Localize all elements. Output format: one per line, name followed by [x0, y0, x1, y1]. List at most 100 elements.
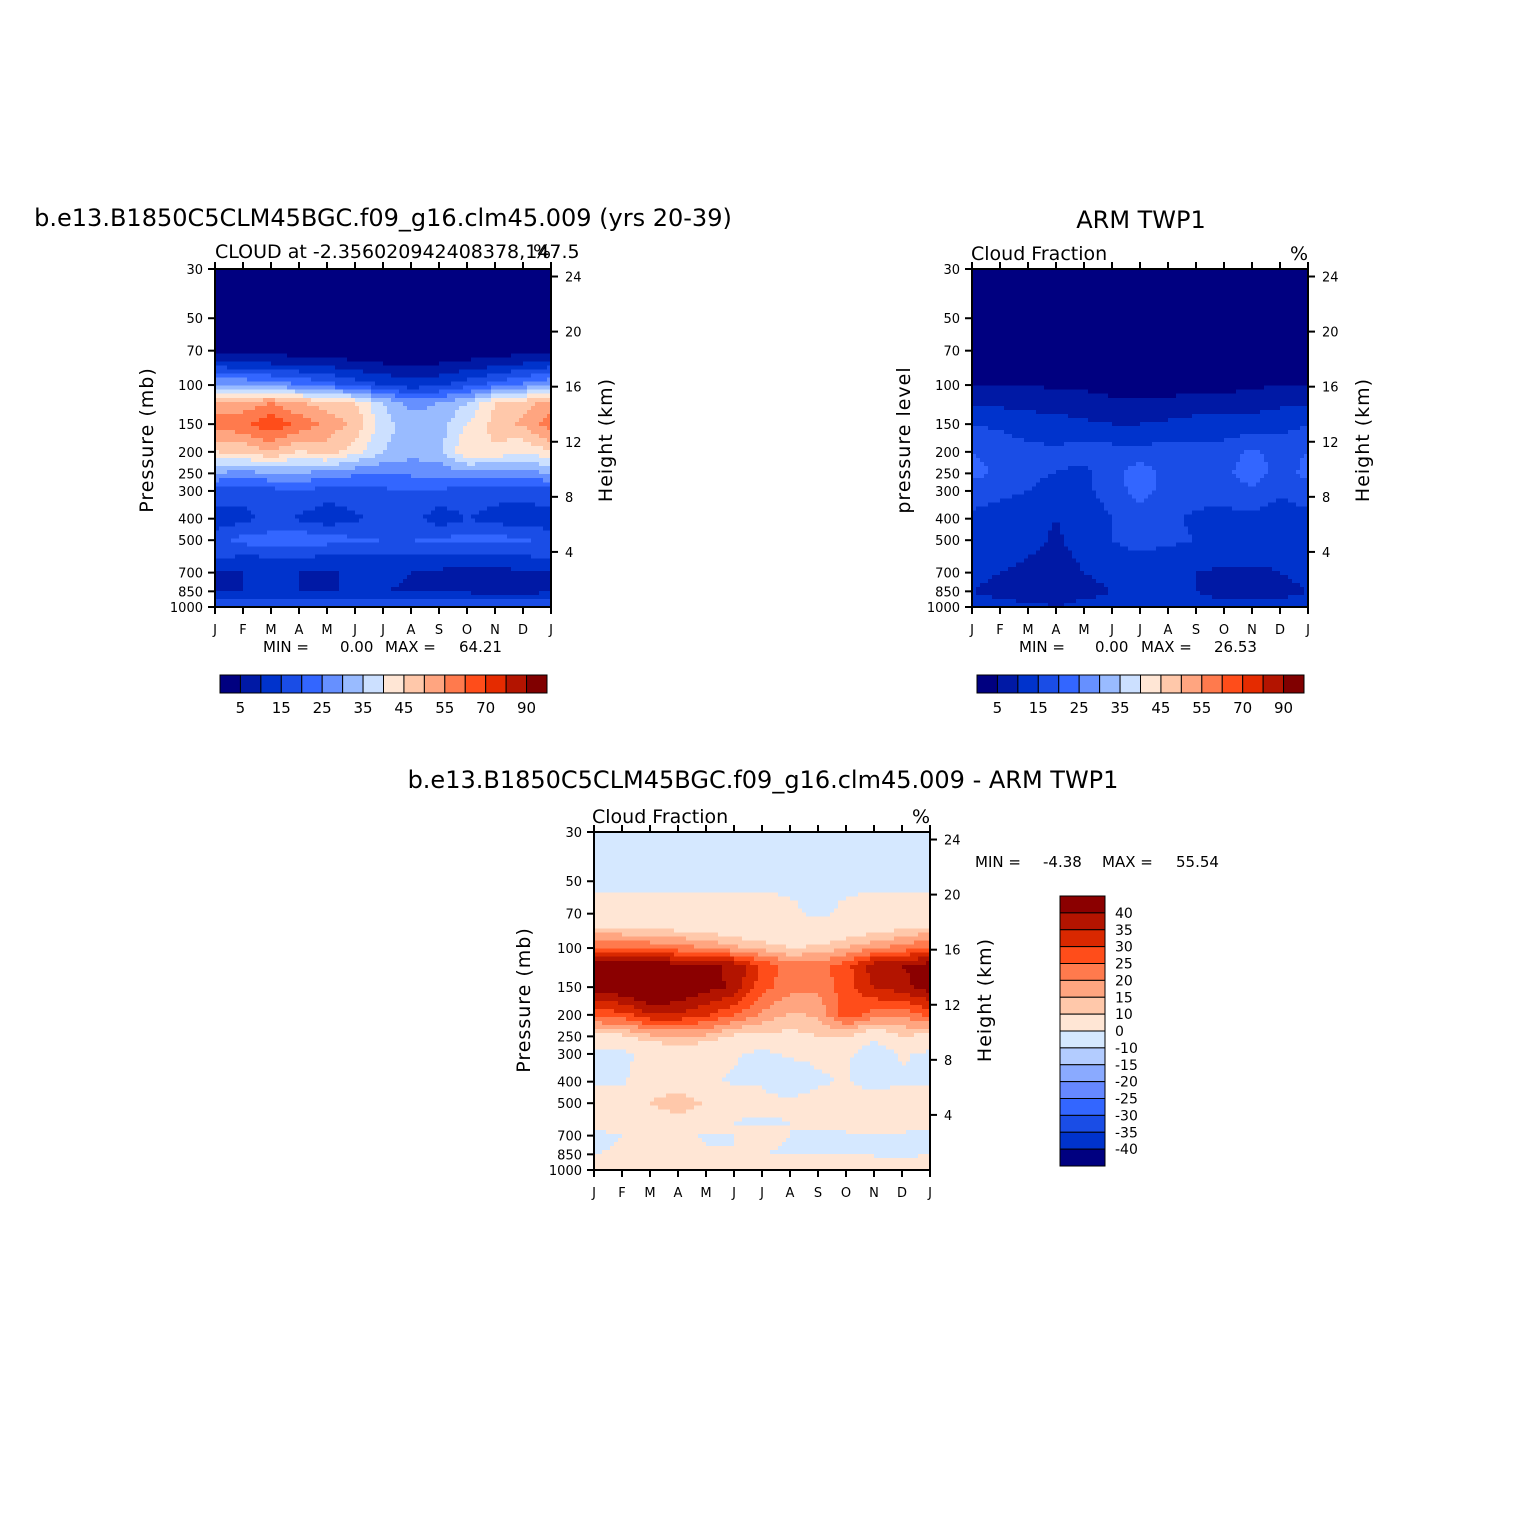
model-contour-cell: [443, 462, 448, 467]
model-contour-cell: [479, 369, 484, 375]
model-contour-cell: [351, 333, 356, 338]
model-contour-cell: [531, 425, 536, 431]
model-contour-cell: [247, 365, 252, 371]
model-contour-cell: [243, 293, 248, 298]
model-contour-cell: [307, 397, 312, 403]
model-contour-cell: [351, 269, 356, 274]
model-contour-cell: [459, 285, 464, 290]
model-contour-cell: [491, 486, 496, 491]
model-contour-cell: [495, 417, 500, 423]
model-contour-cell: [315, 309, 320, 314]
model-contour-cell: [299, 309, 304, 314]
model-contour-cell: [363, 397, 368, 403]
model-contour-cell: [539, 389, 544, 395]
model-contour-cell: [231, 337, 236, 343]
model-contour-cell: [495, 381, 500, 387]
model-contour-cell: [299, 293, 304, 298]
model-contour-cell: [523, 389, 528, 395]
model-contour-cell: [467, 458, 472, 463]
model-contour-cell: [539, 325, 544, 330]
model-contour-cell: [255, 454, 260, 459]
model-contour-cell: [419, 349, 424, 355]
model-contour-cell: [399, 289, 404, 294]
model-contour-cell: [455, 325, 460, 330]
model-contour-cell: [247, 494, 252, 499]
model-contour-cell: [287, 293, 292, 298]
model-contour-cell: [407, 285, 412, 290]
model-contour-cell: [303, 482, 308, 487]
model-contour-cell: [315, 482, 320, 487]
model-contour-cell: [311, 297, 316, 302]
model-contour-cell: [287, 466, 292, 471]
model-contour-cell: [491, 498, 496, 503]
model-contour-cell: [371, 317, 376, 322]
model-contour-cell: [223, 289, 228, 294]
model-contour-cell: [447, 421, 452, 427]
model-contour-cell: [375, 462, 380, 467]
model-contour-cell: [479, 329, 484, 334]
model-contour-cell: [483, 353, 488, 359]
model-contour-cell: [283, 357, 288, 363]
model-contour-cell: [467, 269, 472, 274]
model-contour-cell: [451, 421, 456, 427]
model-contour-cell: [407, 425, 412, 431]
model-contour-cell: [427, 305, 432, 310]
model-contour-cell: [527, 450, 532, 455]
model-contour-cell: [523, 269, 528, 274]
model-contour-cell: [395, 305, 400, 310]
model-contour-cell: [319, 425, 324, 431]
model-contour-cell: [299, 377, 304, 383]
model-contour-cell: [507, 425, 512, 431]
model-contour-cell: [547, 281, 552, 286]
model-contour-cell: [299, 397, 304, 403]
model-contour-cell: [403, 417, 408, 423]
model-contour-cell: [435, 381, 440, 387]
model-contour-cell: [375, 301, 380, 306]
model-contour-cell: [239, 478, 244, 483]
model-contour-cell: [239, 277, 244, 282]
model-contour-cell: [295, 494, 300, 499]
model-contour-cell: [231, 353, 236, 359]
model-contour-cell: [407, 389, 412, 395]
model-contour-cell: [259, 393, 264, 399]
model-contour-cell: [455, 345, 460, 351]
model-contour-cell: [531, 377, 536, 383]
model-contour-cell: [543, 345, 548, 351]
model-contour-cell: [279, 381, 284, 387]
model-contour-cell: [243, 417, 248, 423]
model-contour-cell: [383, 337, 388, 343]
model-contour-cell: [395, 385, 400, 391]
model-contour-cell: [255, 417, 260, 423]
model-contour-cell: [287, 498, 292, 503]
model-contour-cell: [427, 277, 432, 282]
model-contour-cell: [299, 373, 304, 379]
model-contour-cell: [547, 333, 552, 338]
model-contour-cell: [471, 413, 476, 419]
model-contour-cell: [291, 285, 296, 290]
model-contour-cell: [411, 269, 416, 274]
model-contour-cell: [271, 438, 276, 443]
model-contour-cell: [283, 494, 288, 499]
model-contour-cell: [295, 333, 300, 338]
model-contour-cell: [379, 289, 384, 294]
model-contour-cell: [547, 421, 552, 427]
model-contour-cell: [355, 502, 360, 507]
model-contour-cell: [331, 297, 336, 302]
model-contour-cell: [283, 401, 288, 407]
model-contour-cell: [375, 486, 380, 491]
model-contour-cell: [383, 353, 388, 359]
model-contour-cell: [387, 417, 392, 423]
model-contour-cell: [347, 269, 352, 274]
model-contour-cell: [239, 502, 244, 507]
model-contour-cell: [331, 317, 336, 322]
model-contour-cell: [315, 273, 320, 278]
model-contour-cell: [219, 466, 224, 471]
model-contour-cell: [367, 377, 372, 383]
model-contour-cell: [231, 321, 236, 326]
model-contour-cell: [215, 289, 220, 294]
model-contour-cell: [451, 438, 456, 443]
model-contour-cell: [319, 433, 324, 439]
model-contour-cell: [515, 337, 520, 343]
model-contour-cell: [219, 458, 224, 463]
